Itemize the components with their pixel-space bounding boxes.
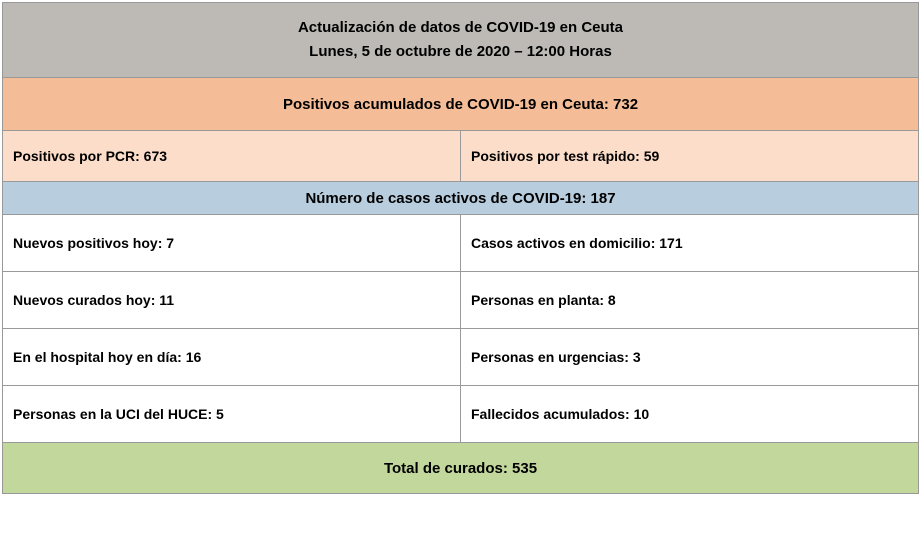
covid-data-table: Actualización de datos de COVID-19 en Ce…: [2, 2, 919, 494]
accumulated-cell: Positivos acumulados de COVID-19 en Ceut…: [3, 78, 919, 131]
header-row: Actualización de datos de COVID-19 en Ce…: [3, 3, 919, 78]
data-right-2: Personas en urgencias: 3: [461, 329, 919, 386]
rapid-cell: Positivos por test rápido: 59: [461, 131, 919, 182]
header-subtitle: Lunes, 5 de octubre de 2020 – 12:00 Hora…: [3, 40, 918, 64]
active-cell: Número de casos activos de COVID-19: 187: [3, 182, 919, 215]
data-left-1: Nuevos curados hoy: 11: [3, 272, 461, 329]
tests-row: Positivos por PCR: 673 Positivos por tes…: [3, 131, 919, 182]
data-row-1: Nuevos curados hoy: 11 Personas en plant…: [3, 272, 919, 329]
accumulated-row: Positivos acumulados de COVID-19 en Ceut…: [3, 78, 919, 131]
data-right-0: Casos activos en domicilio: 171: [461, 215, 919, 272]
header-cell: Actualización de datos de COVID-19 en Ce…: [3, 3, 919, 78]
total-row: Total de curados: 535: [3, 443, 919, 494]
data-row-0: Nuevos positivos hoy: 7 Casos activos en…: [3, 215, 919, 272]
header-title: Actualización de datos de COVID-19 en Ce…: [3, 16, 918, 40]
active-row: Número de casos activos de COVID-19: 187: [3, 182, 919, 215]
pcr-cell: Positivos por PCR: 673: [3, 131, 461, 182]
data-row-2: En el hospital hoy en día: 16 Personas e…: [3, 329, 919, 386]
data-left-0: Nuevos positivos hoy: 7: [3, 215, 461, 272]
data-row-3: Personas en la UCI del HUCE: 5 Fallecido…: [3, 386, 919, 443]
data-left-2: En el hospital hoy en día: 16: [3, 329, 461, 386]
total-cell: Total de curados: 535: [3, 443, 919, 494]
data-left-3: Personas en la UCI del HUCE: 5: [3, 386, 461, 443]
data-right-3: Fallecidos acumulados: 10: [461, 386, 919, 443]
data-right-1: Personas en planta: 8: [461, 272, 919, 329]
